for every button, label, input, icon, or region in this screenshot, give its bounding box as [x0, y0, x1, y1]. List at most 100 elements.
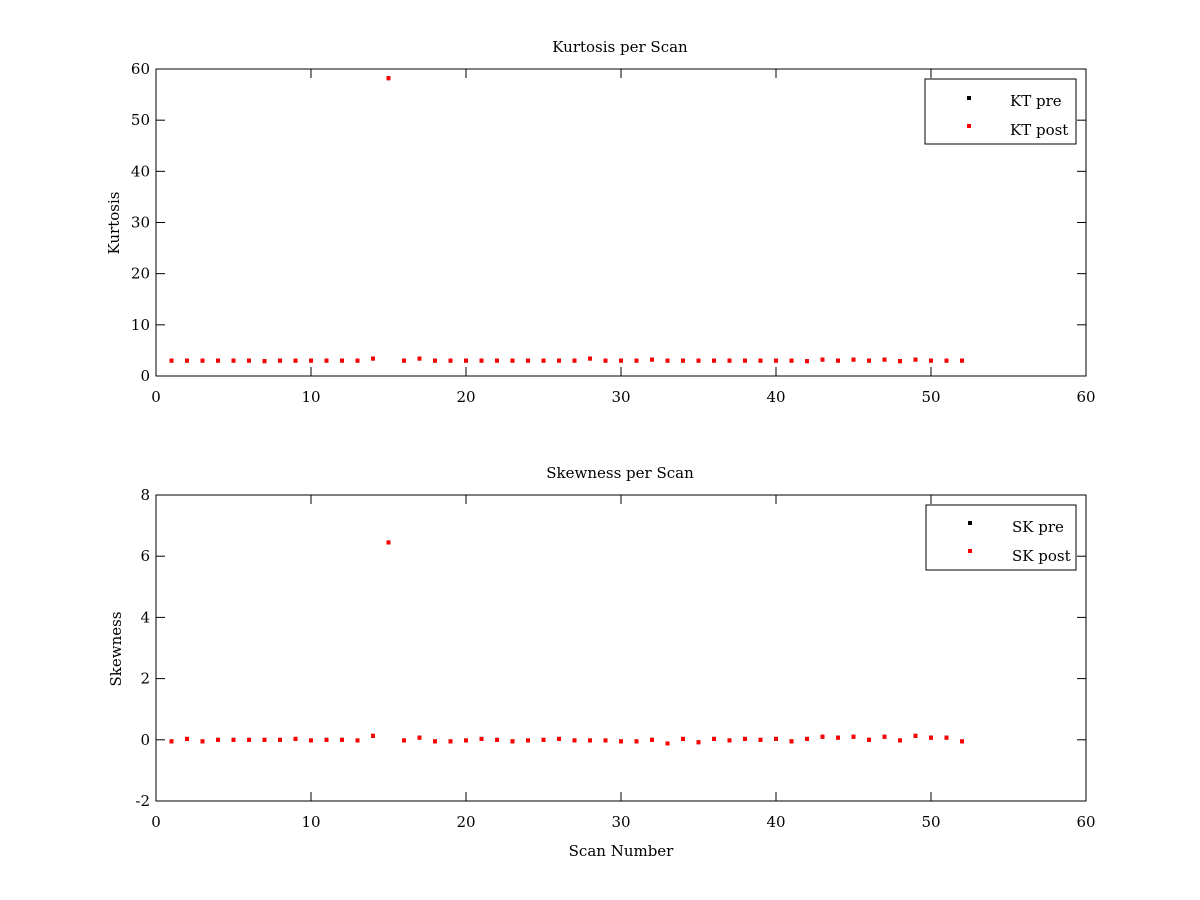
data-point-post: [200, 739, 205, 744]
data-point-post: [526, 358, 530, 363]
data-point-post: [743, 736, 747, 741]
data-point-post: [572, 358, 577, 363]
data-points: [169, 76, 964, 364]
y-tick-label: 60: [131, 60, 150, 78]
data-point-post: [185, 358, 189, 363]
data-point-post: [355, 358, 360, 363]
data-point-post: [619, 358, 623, 363]
y-axis-label: Skewness: [107, 611, 125, 686]
data-point-post: [340, 737, 344, 742]
data-point-post: [588, 356, 592, 361]
x-tick-label: 40: [766, 813, 785, 831]
y-tick-label: 4: [140, 608, 150, 626]
y-tick-label: 0: [140, 731, 150, 749]
data-point-post: [634, 358, 639, 363]
data-point-post: [929, 358, 933, 363]
data-point-post: [510, 739, 515, 744]
data-point-post: [340, 358, 344, 363]
data-point-post: [557, 358, 561, 363]
data-point-post: [805, 359, 809, 364]
data-point-post: [758, 737, 763, 742]
data-point-post: [681, 736, 685, 741]
data-point-post: [185, 736, 189, 741]
data-point-post: [386, 540, 391, 545]
data-point-post: [371, 733, 375, 738]
x-axis-label: Scan Number: [569, 842, 675, 860]
data-point-post: [169, 739, 174, 744]
data-point-post: [386, 76, 391, 81]
data-point-post: [898, 359, 902, 364]
chart-title: Skewness per Scan: [546, 464, 694, 482]
y-tick-label: 10: [131, 316, 150, 334]
data-point-post: [929, 735, 933, 740]
y-tick-label: 2: [140, 670, 150, 688]
data-point-post: [944, 358, 949, 363]
data-point-post: [278, 737, 282, 742]
data-point-post: [851, 357, 856, 362]
data-point-post: [169, 358, 174, 363]
data-point-post: [681, 358, 685, 363]
x-tick-label: 30: [611, 813, 630, 831]
data-point-post: [216, 737, 220, 742]
legend-marker-post: [968, 549, 972, 553]
data-point-post: [309, 358, 313, 363]
data-point-post: [402, 738, 406, 743]
data-point-post: [712, 736, 716, 741]
data-point-post: [417, 735, 422, 740]
axis-ticks: 0 10 20 30 40 50 60 0 10 20 30 40 50 60: [131, 60, 1096, 406]
data-point-post: [727, 738, 732, 743]
x-tick-label: 30: [611, 388, 630, 406]
data-point-post: [712, 358, 716, 363]
data-point-post: [216, 358, 220, 363]
x-tick-label: 0: [151, 388, 161, 406]
data-point-post: [324, 737, 329, 742]
x-tick-label: 40: [766, 388, 785, 406]
data-point-post: [247, 358, 251, 363]
data-point-post: [479, 358, 484, 363]
data-point-post: [665, 741, 670, 746]
data-point-post: [231, 737, 236, 742]
x-tick-label: 20: [456, 813, 475, 831]
y-axis-label: Kurtosis: [105, 192, 123, 255]
data-point-post: [262, 359, 267, 364]
legend-box: [924, 78, 1077, 145]
data-point-post: [820, 357, 825, 362]
legend-marker-post: [967, 124, 971, 128]
data-point-post: [464, 358, 468, 363]
data-point-post: [960, 739, 964, 744]
data-point-post: [774, 358, 778, 363]
y-tick-label: 0: [140, 367, 150, 385]
y-tick-label: 6: [140, 547, 150, 565]
data-point-post: [371, 356, 375, 361]
y-tick-label: -2: [135, 792, 150, 810]
data-point-post: [634, 739, 639, 744]
data-point-post: [898, 738, 902, 743]
legend: KT pre KT post: [924, 78, 1077, 145]
data-point-post: [464, 738, 468, 743]
legend: SK pre SK post: [925, 504, 1077, 571]
y-tick-label: 20: [131, 265, 150, 283]
x-tick-label: 0: [151, 813, 161, 831]
data-point-post: [557, 736, 561, 741]
data-point-post: [805, 736, 809, 741]
data-point-post: [696, 358, 701, 363]
data-point-post: [433, 358, 437, 363]
data-point-post: [650, 737, 654, 742]
data-point-post: [603, 738, 608, 743]
data-point-post: [495, 737, 499, 742]
x-tick-label: 50: [921, 388, 940, 406]
legend-label-post: KT post: [1010, 121, 1068, 139]
data-point-post: [603, 358, 608, 363]
data-point-post: [572, 738, 577, 743]
data-point-post: [882, 357, 887, 362]
y-tick-label: 50: [131, 111, 150, 129]
data-point-post: [758, 358, 763, 363]
data-point-post: [278, 358, 282, 363]
data-point-post: [836, 735, 840, 740]
x-tick-label: 60: [1076, 388, 1095, 406]
data-point-post: [588, 738, 592, 743]
data-point-post: [526, 738, 530, 743]
legend-label-pre: SK pre: [1012, 518, 1064, 536]
